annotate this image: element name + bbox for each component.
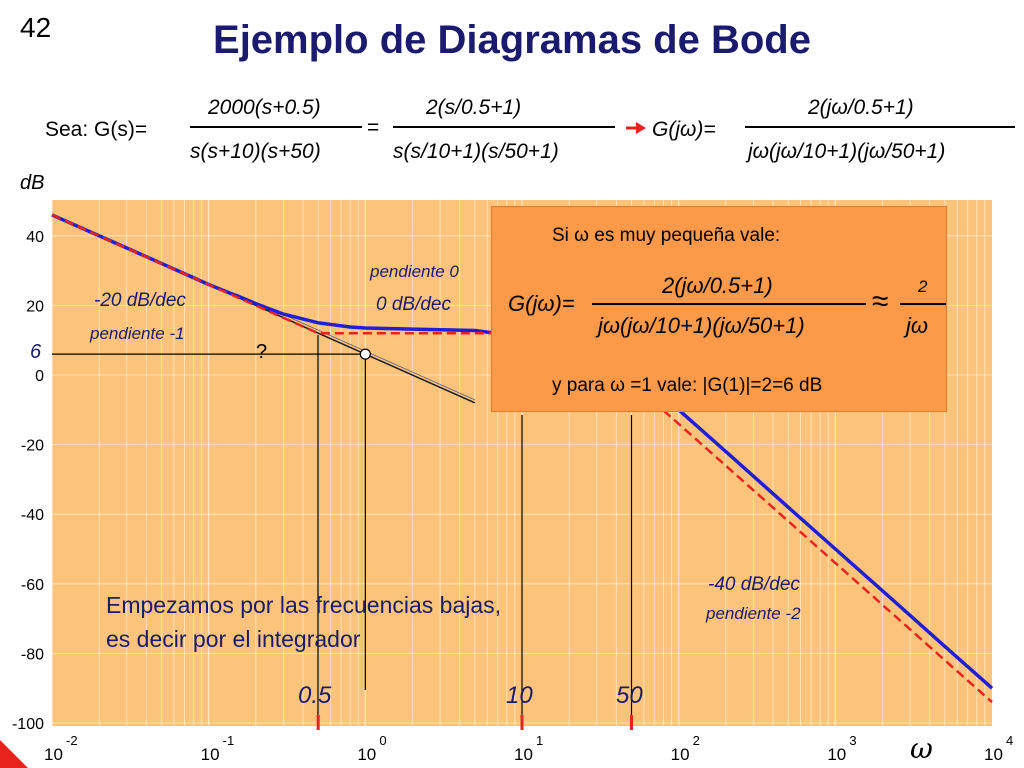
omega-axis-label: ω bbox=[910, 732, 933, 765]
fraction-bar-2 bbox=[393, 126, 615, 128]
x-tick-label: 10 bbox=[357, 745, 376, 764]
x-tick-label: 10 bbox=[201, 745, 220, 764]
y-tick-label: -40 bbox=[21, 507, 44, 524]
approx-num: 2 bbox=[918, 277, 928, 296]
x-tick-exponent: 3 bbox=[849, 733, 856, 748]
callout-gjw: G(jω)= bbox=[508, 291, 575, 316]
corner-decoration bbox=[0, 740, 28, 768]
pendiente-minus1-label: pendiente -1 bbox=[90, 324, 185, 343]
callout-den: jω(jω/10+1)(jω/50+1) bbox=[598, 313, 805, 338]
gjw-label: G(jω)= bbox=[652, 118, 716, 141]
x-tick-exponent: 0 bbox=[379, 733, 386, 748]
eq-den-3: jω(jω/10+1)(jω/50+1) bbox=[748, 140, 946, 163]
callout-conclusion: y para ω =1 vale: |G(1)|=2=6 dB bbox=[552, 375, 823, 396]
eq-num-1: 2000(s+0.5) bbox=[208, 96, 321, 119]
question-mark: ? bbox=[256, 341, 268, 363]
arrow-right-icon bbox=[626, 122, 646, 134]
y-tick-label: 0 bbox=[35, 368, 44, 385]
x-tick-exponent: -1 bbox=[223, 733, 235, 748]
y-tick-label: -20 bbox=[21, 438, 44, 455]
x-tick-label: 10 bbox=[984, 745, 1003, 764]
eq-den-1: s(s+10)(s+50) bbox=[190, 140, 321, 163]
break-label-10: 10 bbox=[506, 682, 533, 709]
intersection-point bbox=[359, 348, 371, 360]
approx-symbol: ≈ bbox=[872, 285, 889, 318]
break-label-05: 0.5 bbox=[298, 682, 332, 709]
slope-minus40-label: -40 dB/dec bbox=[708, 574, 800, 595]
y-tick-label: -100 bbox=[12, 716, 44, 733]
eq-den-2: s(s/10+1)(s/50+1) bbox=[393, 140, 559, 163]
note-line-1: Empezamos por las frecuencias bajas, bbox=[106, 592, 502, 618]
approximation-callout: Si ω es muy pequeña vale: G(jω)= 2(jω/0.… bbox=[491, 206, 947, 412]
pendiente-minus2-label: pendiente -2 bbox=[706, 604, 801, 623]
eq-num-3: 2(jω/0.5+1) bbox=[808, 96, 914, 119]
slope-minus20-label: -20 dB/dec bbox=[94, 290, 186, 311]
x-tick-exponent: -2 bbox=[66, 733, 78, 748]
x-tick-exponent: 2 bbox=[693, 733, 700, 748]
eq-num-2: 2(s/0.5+1) bbox=[426, 96, 522, 119]
slide-number: 42 bbox=[20, 12, 52, 43]
x-tick-exponent: 1 bbox=[536, 733, 543, 748]
db-axis-label: dB bbox=[20, 172, 45, 194]
callout-fraction-bar bbox=[592, 303, 866, 305]
pendiente-0-label: pendiente 0 bbox=[370, 262, 459, 281]
slope-0-label: 0 dB/dec bbox=[376, 294, 451, 315]
break-label-50: 50 bbox=[616, 682, 643, 709]
callout-intro: Si ω es muy pequeña vale: bbox=[552, 225, 781, 246]
y-tick-label: 40 bbox=[26, 229, 44, 246]
six-db-label: 6 bbox=[30, 341, 42, 363]
approx-fraction-bar bbox=[900, 303, 946, 305]
x-tick-label: 10 bbox=[514, 745, 533, 764]
callout-num: 2(jω/0.5+1) bbox=[662, 273, 773, 298]
x-tick-label: 10 bbox=[44, 745, 63, 764]
equals-sign: = bbox=[367, 116, 380, 139]
slide-title: Ejemplo de Diagramas de Bode bbox=[213, 18, 811, 62]
approx-den: jω bbox=[906, 313, 929, 338]
y-tick-label: -80 bbox=[21, 646, 44, 663]
sea-label: Sea: G(s)= bbox=[45, 118, 148, 141]
y-tick-label: 20 bbox=[26, 298, 44, 315]
note-line-2: es decir por el integrador bbox=[106, 626, 361, 652]
x-tick-label: 10 bbox=[671, 745, 690, 764]
x-tick-label: 10 bbox=[827, 745, 846, 764]
fraction-bar-3 bbox=[745, 126, 1015, 128]
y-tick-label: -60 bbox=[21, 577, 44, 594]
x-tick-exponent: 4 bbox=[1006, 733, 1013, 748]
fraction-bar-1 bbox=[190, 126, 362, 128]
